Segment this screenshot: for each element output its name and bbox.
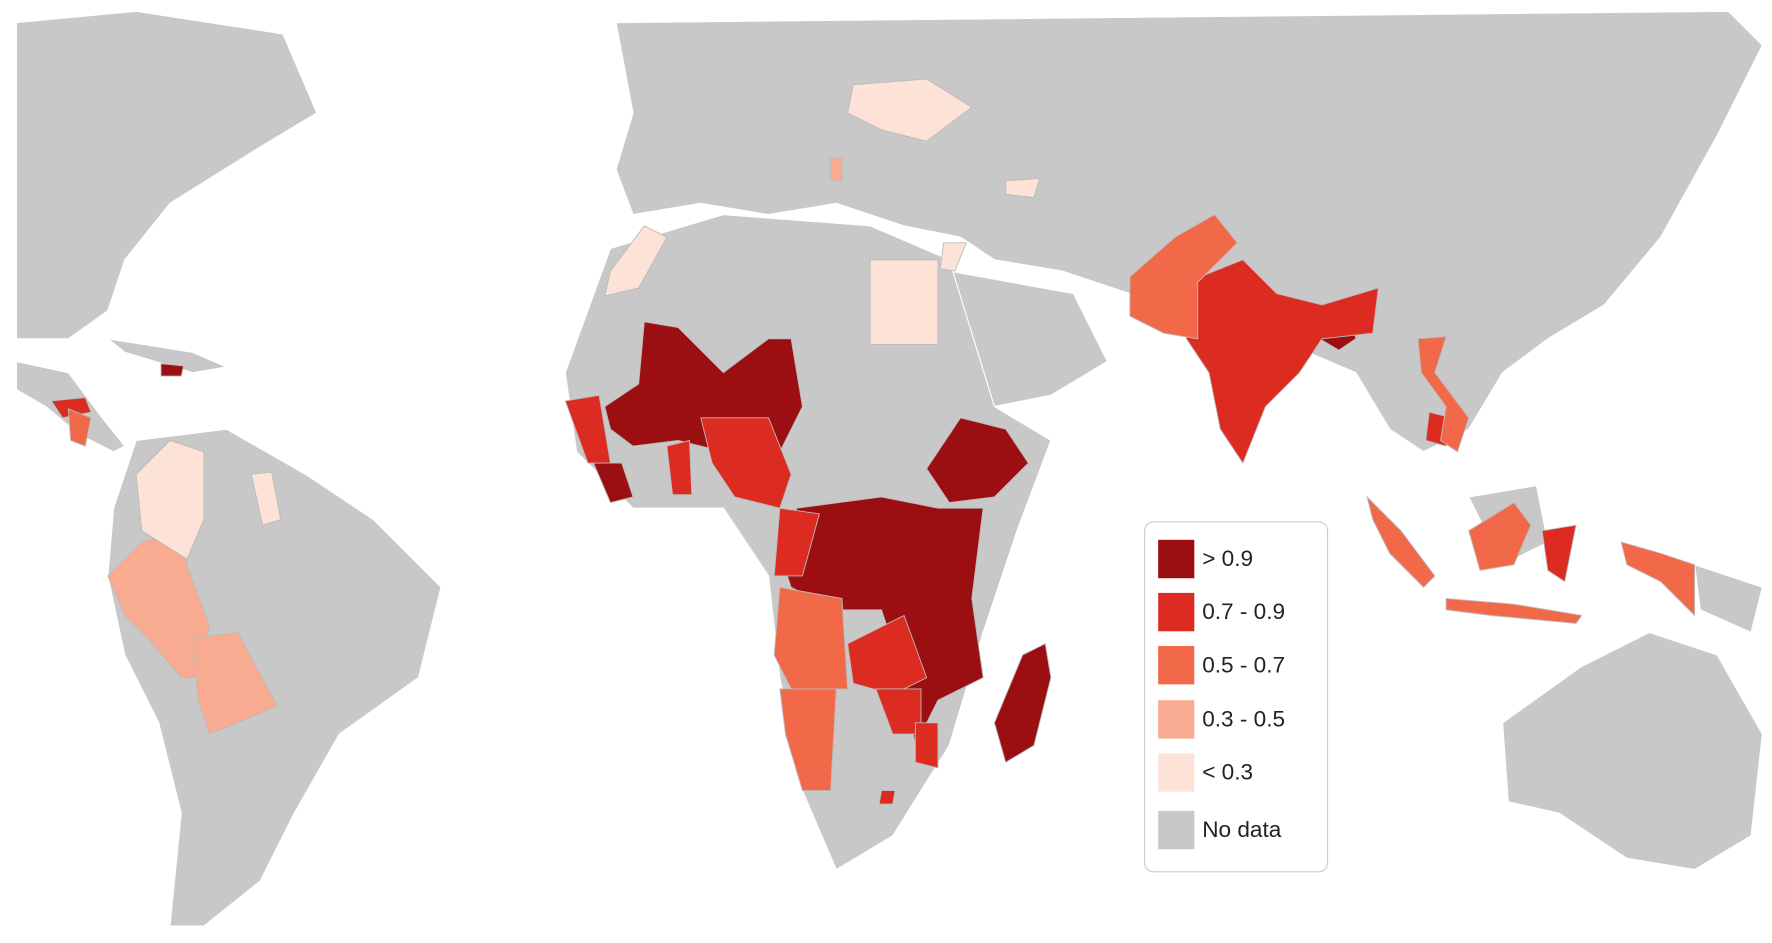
country: [869, 259, 939, 345]
country: [773, 586, 849, 690]
country: [604, 225, 668, 297]
legend-label: < 0.3: [1202, 760, 1253, 785]
country: [564, 394, 611, 464]
country: [847, 614, 928, 696]
land: [105, 337, 229, 374]
land-base: [15, 10, 1764, 927]
legend: > 0.9 0.7 - 0.9 0.5 - 0.7 0.3 - 0.5 < 0.3 No …: [1144, 521, 1329, 873]
legend-swatch: [1158, 810, 1195, 850]
country: [1445, 598, 1583, 624]
country: [50, 397, 92, 419]
legend-swatch: [1158, 700, 1195, 739]
country: [1366, 495, 1436, 588]
land: [1502, 631, 1763, 871]
country: [830, 157, 843, 182]
country: [1129, 213, 1238, 340]
country: [592, 462, 634, 504]
country: [914, 722, 939, 769]
country: [847, 78, 973, 142]
country: [666, 439, 693, 496]
legend-swatch: [1158, 592, 1195, 632]
country: [1185, 259, 1379, 464]
land: [15, 10, 318, 340]
land: [107, 428, 442, 927]
country: [926, 417, 1029, 504]
country: [993, 643, 1052, 763]
country: [160, 363, 185, 377]
country: [1005, 177, 1041, 199]
legend-label: 0.3 - 0.5: [1202, 706, 1285, 731]
legend-swatch: [1158, 645, 1195, 685]
legend-label: > 0.9: [1202, 546, 1253, 571]
country: [939, 242, 967, 272]
country: [1541, 524, 1577, 583]
country: [1620, 541, 1696, 617]
country: [1417, 336, 1470, 453]
country: [67, 408, 92, 447]
legend-label: 0.7 - 0.9: [1202, 599, 1285, 624]
country: [250, 471, 282, 526]
country: [878, 790, 896, 805]
country: [779, 688, 837, 791]
land: [1693, 563, 1764, 634]
country: [192, 631, 278, 735]
country: [135, 439, 205, 560]
legend-swatch: [1158, 753, 1195, 792]
legend-label: No data: [1202, 817, 1282, 842]
legend-swatch: [1158, 539, 1195, 579]
legend-label: 0.5 - 0.7: [1202, 652, 1285, 677]
country: [773, 507, 820, 577]
country: [1468, 501, 1532, 571]
countries: [50, 78, 1696, 805]
